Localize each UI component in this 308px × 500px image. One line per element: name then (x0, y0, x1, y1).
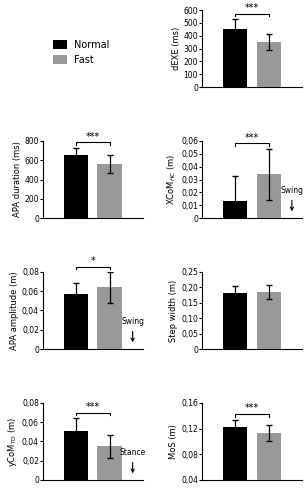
Bar (223, 428, 248, 500)
Bar (64, 294, 88, 349)
Text: ***: *** (86, 402, 100, 412)
Bar (97, 288, 122, 349)
Bar (97, 446, 122, 480)
Text: Swing: Swing (121, 317, 144, 341)
Bar (223, 292, 248, 349)
Bar (64, 156, 88, 218)
Bar (257, 174, 281, 218)
Y-axis label: APA duration (ms): APA duration (ms) (13, 142, 22, 218)
Bar (257, 292, 281, 349)
Bar (64, 431, 88, 480)
Text: ***: *** (245, 132, 259, 142)
Y-axis label: XCoM$_{HC}$ (m): XCoM$_{HC}$ (m) (166, 154, 178, 205)
Bar (223, 202, 248, 218)
Y-axis label: Step width (m): Step width (m) (169, 280, 178, 342)
Y-axis label: APA amplitude (m): APA amplitude (m) (10, 271, 19, 350)
Bar (257, 433, 281, 500)
Text: ***: *** (245, 3, 259, 13)
Y-axis label: MoS (m): MoS (m) (169, 424, 178, 459)
Text: Swing: Swing (280, 186, 303, 210)
Bar (257, 42, 281, 87)
Text: *: * (91, 256, 95, 266)
Text: ***: *** (86, 132, 100, 141)
Y-axis label: dEXE (ms): dEXE (ms) (172, 27, 181, 70)
Y-axis label: yCoM$_{TO}$ (m): yCoM$_{TO}$ (m) (6, 416, 19, 467)
Legend: Normal, Fast: Normal, Fast (53, 40, 110, 65)
Text: ***: *** (245, 404, 259, 413)
Text: Stance: Stance (120, 448, 146, 472)
Bar (223, 30, 248, 87)
Bar (97, 164, 122, 218)
